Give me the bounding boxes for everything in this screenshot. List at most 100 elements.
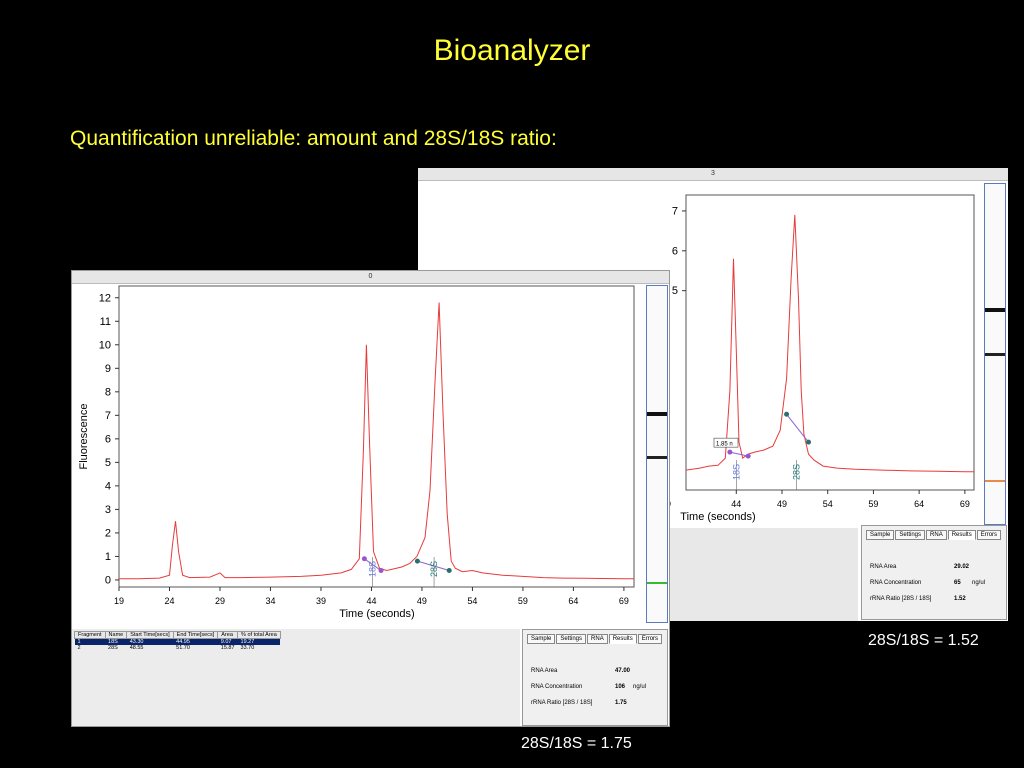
peak-end-marker (378, 568, 384, 574)
x-tick-label: 54 (823, 499, 833, 509)
x-tick-label: 29 (215, 596, 225, 606)
y-tick-label: 2 (105, 527, 111, 539)
results-label: rRNA Ratio [28S / 18S] (870, 596, 932, 602)
results-unit: ng/ul (633, 684, 647, 690)
results-tab-results[interactable]: Results (608, 634, 637, 644)
peak-label-28s: 28S (429, 561, 439, 577)
results-value: 1.52 (954, 596, 966, 602)
y-tick-label: 10 (99, 339, 111, 351)
table-row[interactable]: 2 28S 48.55 51.70 15.87 33.70 (75, 645, 281, 651)
ratio-caption-back: 28S/18S = 1.52 (868, 632, 979, 649)
slide-subtitle: Quantification unreliable: amount and 28… (70, 127, 557, 150)
gel-band-18s (985, 353, 1005, 356)
peak-start-marker (361, 556, 367, 562)
annotation-box (713, 437, 739, 448)
results-label: RNA Concentration (531, 684, 583, 690)
ratio-caption-front: 28S/18S = 1.75 (521, 735, 632, 752)
peak-baseline (786, 413, 809, 443)
table-cell: 44.95 (173, 638, 218, 645)
results-box-front: Sample Settings RNA Results Errors RNA Area 47… (522, 629, 668, 726)
table-cell: 15.87 (220, 645, 235, 651)
fluorescence-trace (685, 214, 974, 473)
x-tick-label: 59 (518, 596, 528, 606)
x-tick-label: 64 (914, 499, 924, 509)
y-tick-label: 4 (105, 480, 111, 492)
y-tick-label: 7 (672, 205, 678, 217)
peak-baseline (729, 451, 749, 457)
electropherogram-plot-back: 56744495459646919Time (seconds)18S28S1.8… (661, 194, 975, 523)
table-row[interactable]: 1 18S 43.30 44.95 9.07 19.27 (74, 638, 281, 645)
peak-end-marker (806, 439, 812, 445)
results-tab-sample[interactable]: Sample (866, 530, 895, 540)
table-header-cell: Area (217, 631, 239, 639)
results-label: RNA Area (531, 668, 558, 674)
y-tick-label: 11 (100, 316, 111, 328)
peak-label-18s: 18S (367, 561, 377, 577)
x-axis-label: Time (seconds) (680, 511, 755, 523)
x-tick-label: 49 (417, 596, 427, 606)
y-tick-label: 8 (105, 386, 111, 398)
gel-band-18s (647, 456, 667, 459)
table-cell: 1 (74, 638, 106, 645)
plot-area (118, 285, 635, 588)
results-tab-rna[interactable]: RNA (587, 634, 608, 644)
y-tick-label: 1 (105, 551, 111, 563)
results-tab-rna[interactable]: RNA (926, 530, 947, 540)
x-tick-label: 49 (777, 499, 787, 509)
table-cell: 51.70 (176, 645, 190, 651)
table-header-cell: End Time[secs] (172, 631, 219, 639)
peak-label-18s: 18S (731, 464, 741, 480)
panel-title-bar: 3 (418, 168, 1008, 181)
x-tick-label: 69 (960, 499, 970, 509)
table-header-cell: Fragment (74, 631, 106, 639)
slide-title: Bioanalyzer (433, 34, 591, 67)
electropherogram-panel-front: 0 0 1 2 3 4 5 6 7 8 9 10 11 12 19 24 29 34 39 44 49 54 59 64 69… (71, 270, 670, 727)
peak-baseline (417, 560, 450, 572)
y-axis-label: Fluorescence (78, 403, 90, 469)
table-cell: 19.27 (237, 638, 281, 645)
table-cell: 43.30 (126, 638, 174, 645)
y-tick-label: 5 (105, 457, 111, 469)
x-tick-label: 69 (619, 596, 629, 606)
y-tick-label: 7 (105, 410, 111, 422)
results-tab-settings[interactable]: Settings (895, 530, 926, 540)
x-tick-label: 34 (265, 596, 275, 606)
y-tick-label: 0 (105, 574, 111, 586)
gel-band-marker (647, 582, 667, 584)
results-tabs: Sample Settings RNA Results Errors (866, 530, 1002, 540)
x-axis-label: Time (seconds) (339, 608, 414, 620)
y-tick-label: 9 (105, 363, 111, 375)
gel-lane-back (984, 183, 1006, 525)
results-tab-errors[interactable]: Errors (637, 634, 663, 644)
x-tick-label: 19 (114, 596, 124, 606)
results-label: RNA Area (870, 564, 897, 570)
fragment-table: Fragment Name Start Time[secs] End Time[sec… (74, 631, 281, 651)
results-tab-results[interactable]: Results (947, 530, 976, 540)
x-tick-label: 24 (164, 596, 174, 606)
results-tab-sample[interactable]: Sample (527, 634, 556, 644)
results-tab-settings[interactable]: Settings (556, 634, 587, 644)
results-value: 47.00 (615, 668, 631, 674)
y-tick-label: 6 (105, 433, 111, 445)
results-value: 1.75 (615, 700, 627, 706)
results-value: 106 (615, 684, 626, 690)
results-label: rRNA Ratio [28S / 18S] (531, 700, 593, 706)
peak-label-28s: 28S (792, 464, 802, 480)
x-tick-label: 44 (731, 499, 741, 509)
table-cell: 33.70 (240, 645, 255, 651)
results-tab-errors[interactable]: Errors (976, 530, 1002, 540)
results-value: 65 (954, 580, 961, 586)
table-cell: 28S (108, 645, 118, 651)
results-value: 29.02 (954, 564, 970, 570)
peak-start-marker (414, 558, 420, 564)
table-cell: 48.55 (129, 645, 144, 651)
y-tick-label: 5 (672, 285, 678, 297)
table-cell: 9.07 (217, 638, 238, 645)
x-tick-label: 54 (467, 596, 477, 606)
peak-end-marker (446, 568, 452, 574)
gel-band-28s (647, 412, 667, 416)
fragment-area: Fragment Name Start Time[secs] End Time[sec… (72, 629, 520, 726)
peak-end-marker (745, 453, 751, 459)
x-tick-label: 44 (366, 596, 376, 606)
